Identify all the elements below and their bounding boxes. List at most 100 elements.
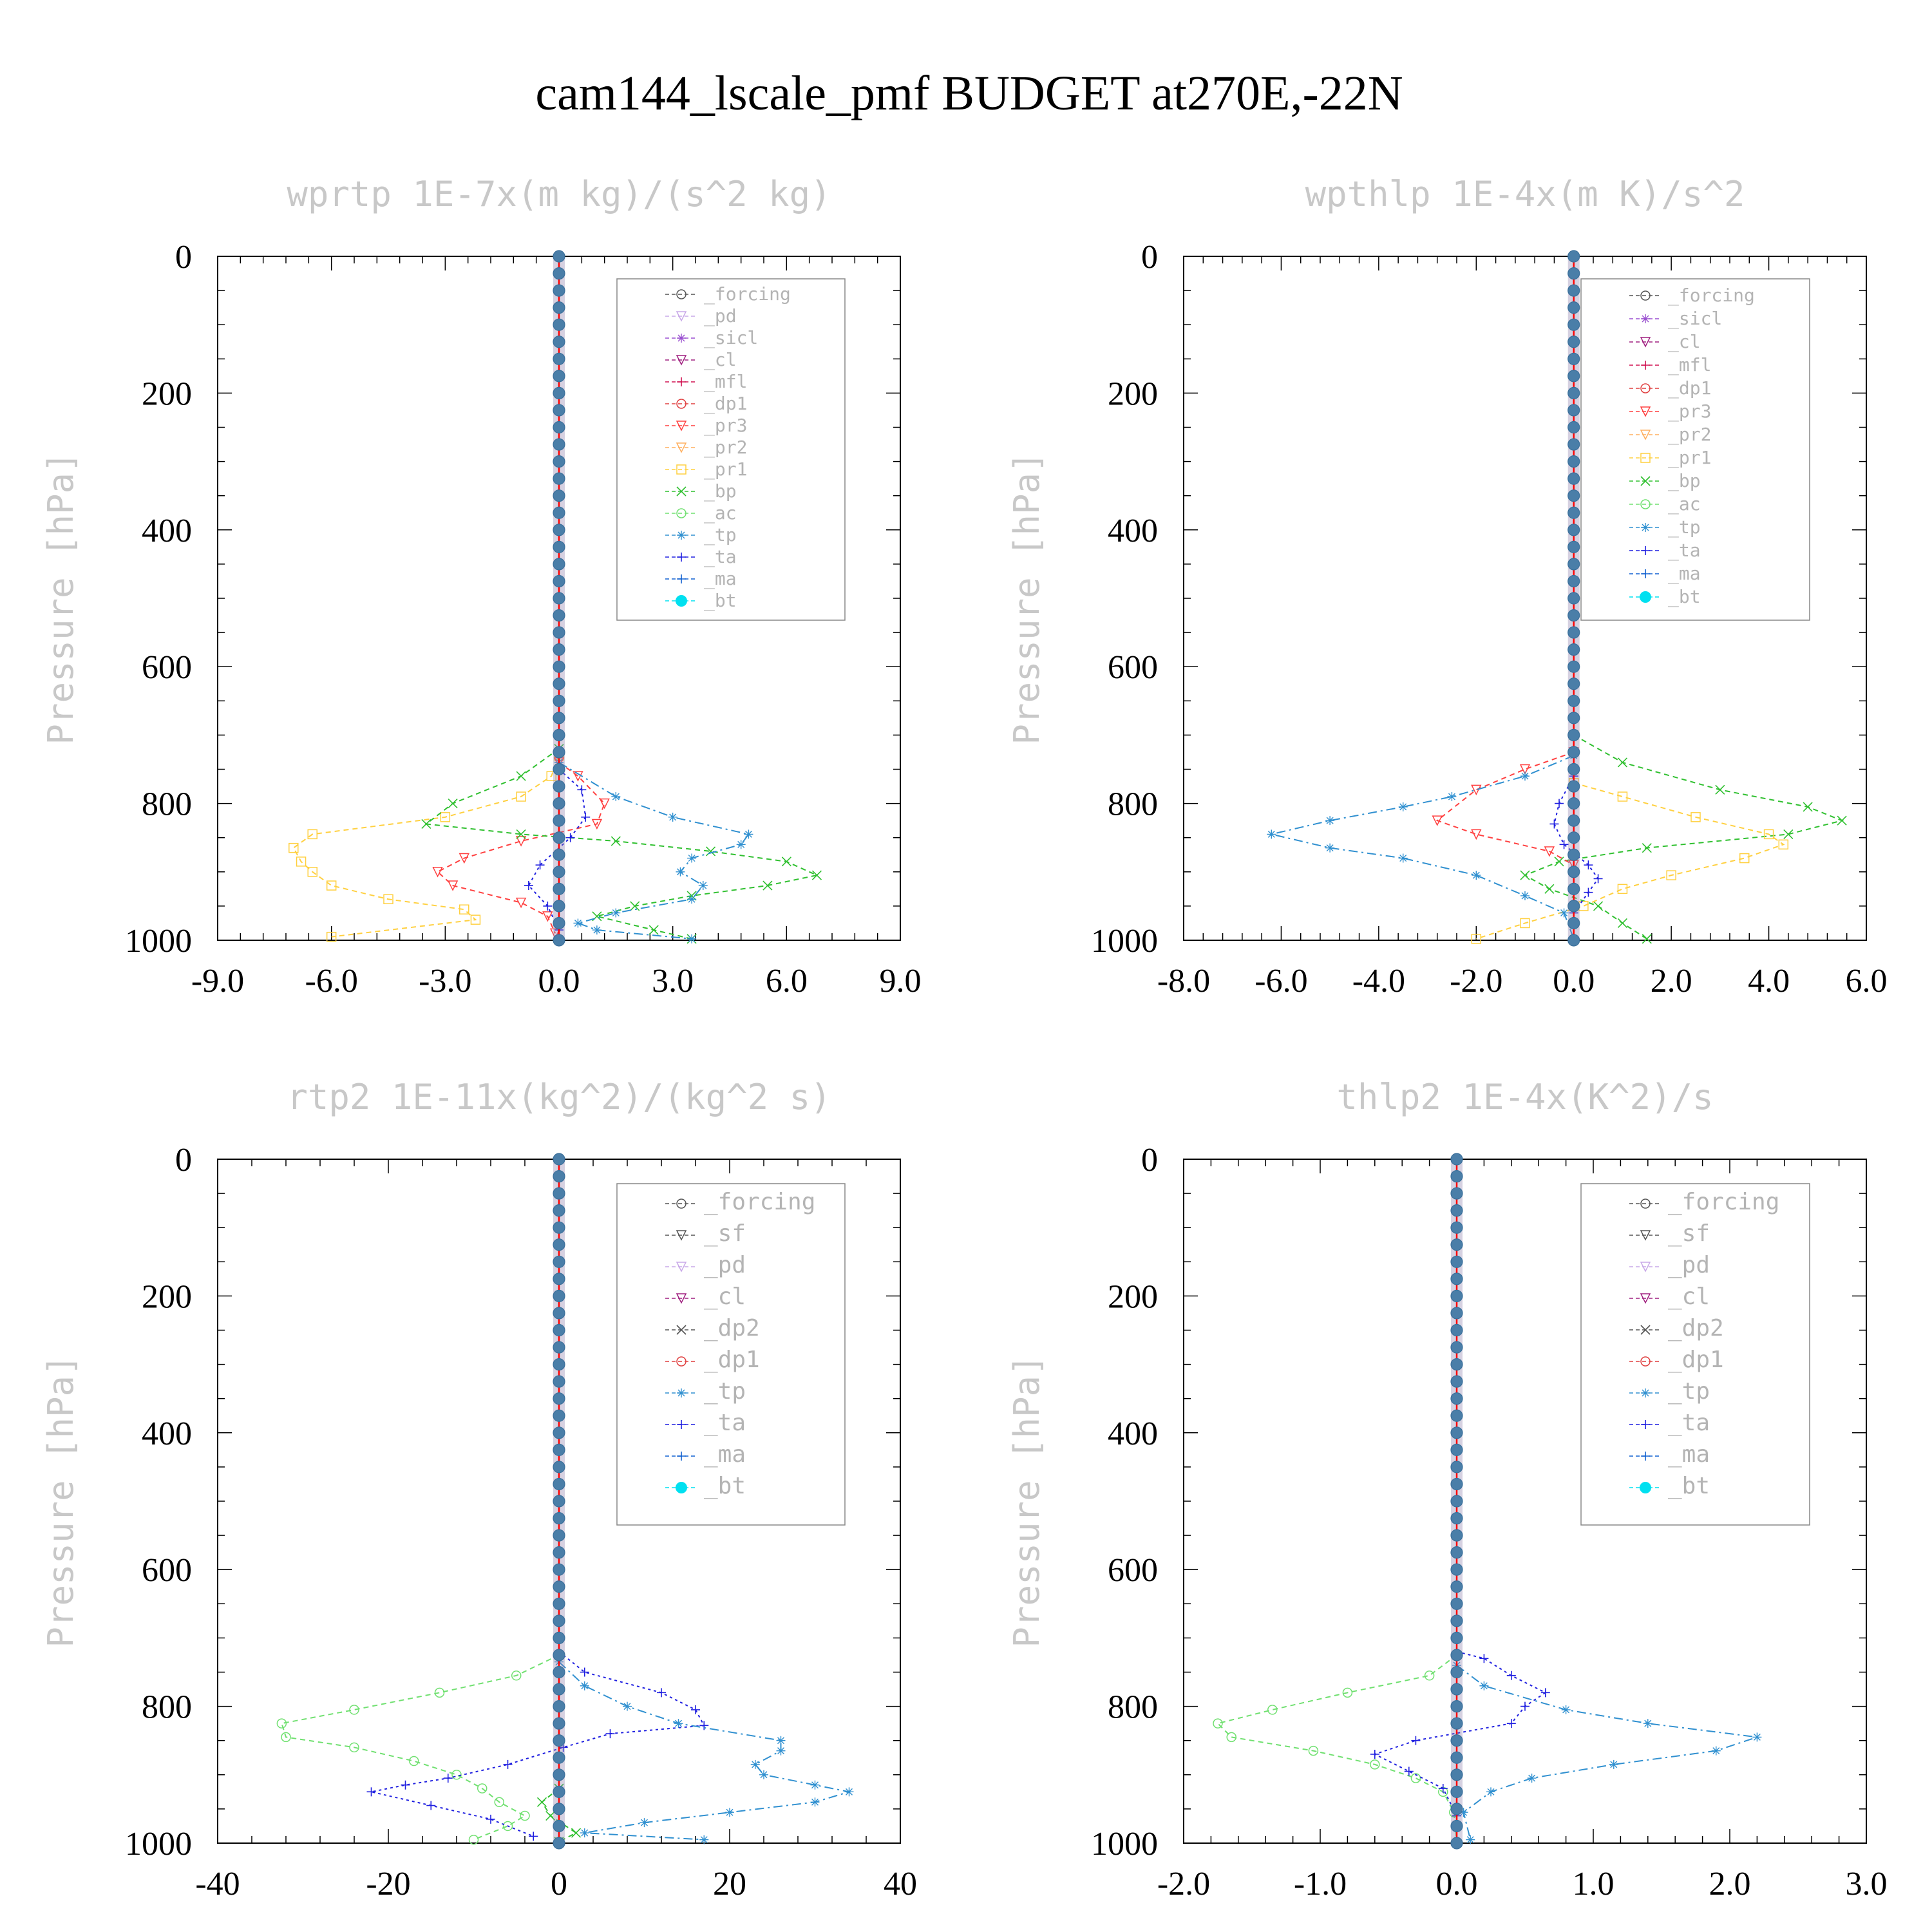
series-bp — [1520, 730, 1847, 944]
data-point — [543, 901, 553, 911]
data-point — [725, 1808, 734, 1817]
data-point — [571, 1828, 582, 1838]
legend-marker — [676, 289, 687, 299]
series-line — [1217, 1654, 1457, 1842]
y-tick-label: 800 — [1108, 786, 1158, 823]
series-dp1 — [1213, 1650, 1462, 1847]
legend-item-forcing: _forcing — [1629, 1189, 1779, 1215]
data-point — [1520, 772, 1530, 781]
data-point — [1519, 764, 1531, 775]
data-point — [630, 901, 640, 911]
zero-column-point — [553, 1563, 565, 1576]
zero-column-point — [553, 746, 565, 759]
data-point — [573, 918, 583, 928]
data-point — [451, 1770, 462, 1780]
zero-column-point — [1567, 831, 1580, 844]
data-point — [1752, 1732, 1762, 1742]
series-tp — [554, 1657, 854, 1844]
legend-marker — [677, 334, 686, 343]
legend-marker — [677, 1420, 686, 1429]
legend-item-ac: _ac — [1629, 493, 1701, 515]
legend-marker — [1640, 290, 1651, 301]
data-point — [781, 857, 791, 867]
legend-item-dp2: _dp2 — [1629, 1315, 1724, 1341]
legend-label: _mfl — [1668, 354, 1711, 376]
data-point — [546, 771, 556, 781]
data-point — [1540, 1688, 1550, 1698]
legend-marker — [676, 1356, 687, 1367]
legend-label: _sicl — [704, 327, 758, 349]
zero-column — [553, 250, 565, 947]
y-tick-label: 200 — [142, 1278, 192, 1315]
legend-item-sf: _sf — [665, 1220, 746, 1247]
legend-label: _cl — [1668, 1283, 1710, 1310]
data-point — [1342, 1687, 1353, 1698]
zero-column-point — [1567, 660, 1580, 673]
legend-marker — [1641, 546, 1650, 555]
legend-label: _bt — [704, 1473, 746, 1499]
zero-column-point — [1567, 267, 1580, 280]
legend-label: _pr1 — [1668, 447, 1711, 469]
chart-panel-1: wprtp 1E-7x(m kg)/(s^2 kg) Pressure [hPa]… — [41, 174, 922, 999]
data-point — [1584, 860, 1593, 870]
legend-item-mfl: _mfl — [1629, 354, 1711, 376]
data-point — [1778, 839, 1789, 850]
zero-column-point — [1450, 1768, 1463, 1781]
zero-column-point — [553, 831, 565, 844]
legend-marker — [1640, 1356, 1651, 1367]
zero-column-point — [1567, 814, 1580, 827]
zero-column-point — [553, 1511, 565, 1525]
zero-column-point — [553, 336, 565, 348]
data-point — [599, 798, 610, 810]
zero-column-point — [1450, 1734, 1463, 1747]
data-point — [776, 1746, 786, 1756]
x-tick-label: 4.0 — [1748, 963, 1790, 999]
data-point — [1544, 884, 1555, 894]
y-tick-label: 600 — [1108, 1552, 1158, 1589]
data-point — [810, 1780, 820, 1790]
zero-column-point — [1450, 1717, 1463, 1730]
data-point — [432, 867, 443, 878]
legend-marker — [676, 1325, 687, 1335]
zero-column-point — [553, 1204, 565, 1217]
data-point — [1471, 829, 1482, 840]
data-point — [1617, 791, 1628, 802]
data-point — [657, 1688, 666, 1698]
legend-label: _pd — [704, 1252, 746, 1278]
legend-item-cl: _cl — [665, 349, 737, 371]
legend-label: _forcing — [1668, 1189, 1779, 1215]
legend-box — [1580, 1183, 1810, 1526]
legend-label: _mfl — [704, 371, 747, 393]
legend-item-ma: _ma — [1629, 563, 1701, 585]
zero-column-point — [553, 1461, 565, 1473]
legend-marker — [1640, 430, 1651, 440]
data-point — [611, 791, 621, 801]
zero-column-point — [1567, 574, 1580, 588]
data-point — [1486, 1787, 1495, 1797]
series-pr1 — [1471, 777, 1789, 944]
zero-column-point — [553, 524, 565, 536]
legend-item-dp1: _dp1 — [665, 1347, 760, 1373]
y-tick-label: 200 — [1108, 375, 1158, 412]
y-tick-label: 200 — [142, 375, 192, 412]
data-point — [459, 853, 469, 864]
data-point — [623, 1701, 632, 1711]
x-tick-label: -8.0 — [1157, 963, 1210, 999]
zero-column-point — [553, 660, 565, 673]
legend-marker — [676, 595, 687, 607]
legend-label: _bp — [704, 480, 737, 502]
data-point — [649, 925, 659, 935]
panel-title: wprtp 1E-7x(m kg)/(s^2 kg) — [287, 174, 831, 214]
legend-marker — [1640, 591, 1651, 603]
legend-label: _ta — [704, 1410, 746, 1436]
data-point — [580, 1681, 589, 1690]
data-point — [674, 1719, 683, 1728]
zero-column-point — [1567, 352, 1580, 365]
legend-item-pr2: _pr2 — [665, 437, 747, 459]
zero-column-point — [553, 267, 565, 280]
legend-item-bt: _bt — [1629, 1473, 1710, 1499]
x-tick-label: -6.0 — [305, 963, 358, 999]
legend-marker — [676, 399, 687, 409]
data-point — [443, 1774, 453, 1783]
data-point — [468, 1834, 479, 1845]
